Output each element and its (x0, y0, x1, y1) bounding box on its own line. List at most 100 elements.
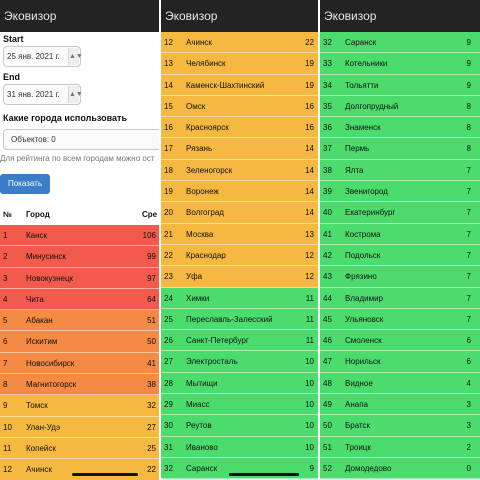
table-row: 24 Химки 11 (161, 287, 318, 309)
table-row: 19 Воронеж 14 (161, 181, 318, 203)
table-row: 35 Долгопрудный 8 (320, 95, 480, 118)
row-rank: 34 (323, 80, 332, 90)
table-row: 47 Норильск 6 (320, 351, 480, 373)
row-value: 19 (305, 80, 314, 90)
row-rank: 52 (323, 463, 332, 473)
row-rank: 32 (164, 463, 173, 473)
row-value: 19 (305, 59, 314, 69)
table-row: 37 Пермь 8 (320, 138, 480, 160)
row-city: Владимир (345, 293, 384, 303)
table-row: 41 Кострома 7 (320, 223, 480, 245)
table-row: 29 Миасс 10 (161, 394, 318, 416)
row-rank: 13 (164, 59, 173, 69)
row-rank: 21 (164, 229, 173, 239)
row-rank: 26 (164, 336, 173, 346)
row-rank: 5 (3, 316, 8, 326)
table-row: 3 Новокузнецк 97 (0, 267, 159, 289)
table-row: 28 Мытищи 10 (161, 372, 318, 395)
table-row: 5 Абакан 51 (0, 310, 159, 332)
row-rank: 31 (164, 442, 173, 452)
row-value: 4 (466, 378, 471, 388)
row-value: 64 (147, 294, 156, 304)
row-rank: 47 (323, 357, 332, 367)
row-city: Челябинск (186, 59, 226, 69)
rating-hint: Для рейтинга по всем городам можно ост (0, 154, 155, 163)
row-value: 7 (466, 314, 471, 324)
row-value: 6 (466, 336, 471, 346)
row-city: Мытищи (186, 378, 218, 388)
row-city: Пермь (345, 144, 370, 154)
row-rank: 14 (164, 80, 173, 90)
row-value: 6 (466, 357, 471, 367)
show-button[interactable]: Показать (0, 174, 50, 194)
row-rank: 15 (164, 101, 173, 111)
row-city: Троицк (345, 442, 371, 452)
row-rank: 43 (323, 272, 332, 282)
row-city: Екатеринбург (345, 208, 396, 218)
table-row: 13 Челябинск 19 (161, 53, 318, 75)
row-city: Тольятти (345, 80, 379, 90)
table-row: 18 Зеленогорск 14 (161, 159, 318, 182)
table-row: 8 Магнитогорск 38 (0, 374, 159, 396)
row-city: Кострома (345, 229, 381, 239)
row-rank: 41 (323, 229, 332, 239)
start-date-picker[interactable]: 25 янв. 2021 г. ▲▼ (3, 46, 83, 67)
table-row: 33 Котельники 9 (320, 53, 480, 75)
row-rank: 10 (3, 422, 12, 432)
row-city: Ачинск (26, 465, 52, 475)
table-row: 16 Красноярск 16 (161, 117, 318, 139)
row-city: Новосибирск (26, 358, 75, 368)
row-rank: 25 (164, 314, 173, 324)
row-city: Реутов (186, 421, 212, 431)
row-city: Омск (186, 101, 206, 111)
row-rank: 39 (323, 187, 332, 197)
row-value: 13 (305, 229, 314, 239)
table-row: 23 Уфа 12 (161, 266, 318, 288)
row-city: Ачинск (186, 38, 212, 47)
table-row: 10 Улан-Удэ 27 (0, 416, 159, 438)
row-rank: 19 (164, 187, 173, 197)
column-header-city: Город (26, 210, 50, 219)
table-row: 49 Анапа 3 (320, 394, 480, 416)
row-value: 50 (147, 337, 156, 347)
row-value: 22 (147, 465, 156, 475)
row-value: 10 (305, 421, 314, 431)
cities-select[interactable]: Объектов: 0 (3, 129, 159, 150)
row-rank: 4 (3, 294, 8, 304)
row-value: 38 (147, 380, 156, 390)
row-value: 16 (305, 101, 314, 111)
row-value: 7 (466, 187, 471, 197)
row-value: 106 (142, 231, 156, 240)
row-city: Краснодар (186, 250, 226, 260)
row-city: Смоленск (345, 336, 382, 346)
table-row: 38 Ялта 7 (320, 159, 480, 182)
row-value: 0 (466, 463, 471, 473)
row-rank: 8 (3, 380, 8, 390)
start-label: Start (3, 34, 24, 44)
row-value: 14 (305, 208, 314, 218)
row-rank: 23 (164, 272, 173, 282)
row-value: 32 (147, 401, 156, 411)
screen-panel-1: Эковизор Start 25 янв. 2021 г. ▲▼ End 31… (0, 0, 159, 480)
home-indicator[interactable] (72, 473, 138, 476)
row-city: Санкт-Петербург (186, 336, 249, 346)
row-value: 25 (147, 443, 156, 453)
row-city: Волгоград (186, 208, 224, 218)
row-city: Минусинск (26, 252, 66, 262)
app-title: Эковизор (320, 0, 480, 32)
end-date-picker[interactable]: 31 янв. 2021 г. ▲▼ (3, 84, 83, 105)
row-value: 7 (466, 272, 471, 282)
table-row: 22 Краснодар 12 (161, 244, 318, 267)
row-rank: 40 (323, 208, 332, 218)
table-row: 14 Каменск-Шахтинский 19 (161, 74, 318, 96)
start-date-value: 25 янв. 2021 г. (7, 52, 60, 61)
row-rank: 30 (164, 421, 173, 431)
row-rank: 42 (323, 250, 332, 260)
row-value: 9 (466, 38, 471, 47)
app-title: Эковизор (0, 0, 159, 32)
row-city: Миасс (186, 400, 210, 410)
home-indicator[interactable] (229, 473, 299, 476)
row-value: 3 (466, 421, 471, 431)
row-city: Улан-Удэ (26, 422, 61, 432)
row-city: Знаменск (345, 123, 381, 133)
